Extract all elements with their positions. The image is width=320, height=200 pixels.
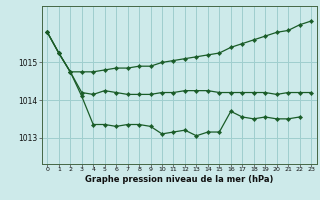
X-axis label: Graphe pression niveau de la mer (hPa): Graphe pression niveau de la mer (hPa) — [85, 175, 273, 184]
